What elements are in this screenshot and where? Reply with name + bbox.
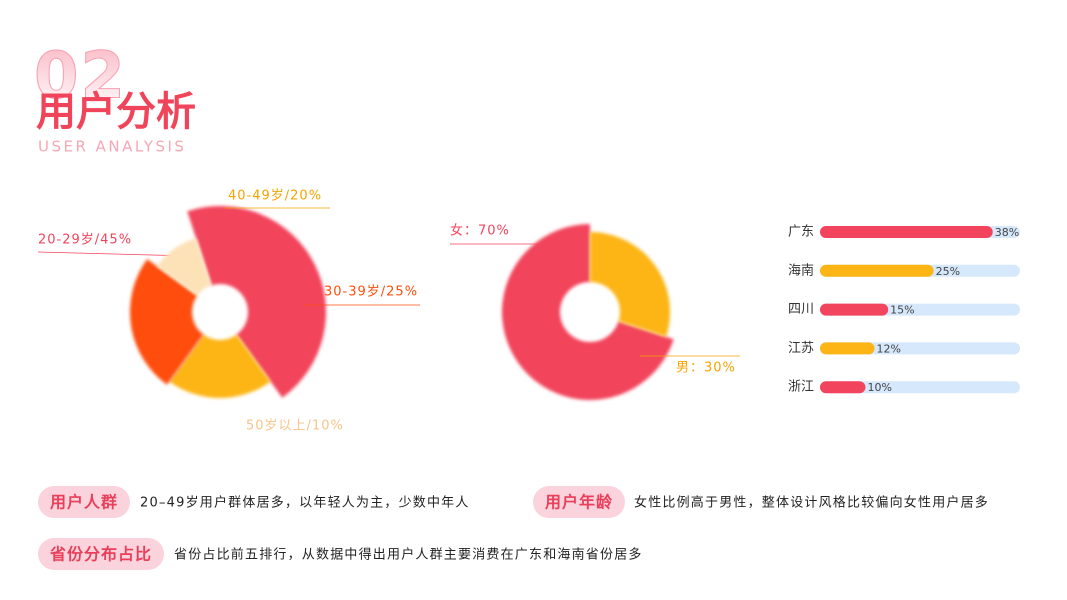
slice-label: 40-49岁/20%: [228, 189, 322, 204]
value-label: 38%: [995, 226, 1019, 239]
slice-label: 20-29岁/45%: [38, 233, 132, 248]
bar-track: [820, 381, 1020, 394]
bar: [820, 342, 875, 355]
category-label: 浙江: [788, 380, 814, 395]
pie-slice: [130, 259, 204, 385]
pie-slice: [187, 206, 326, 398]
note-tag: 用户年龄: [545, 493, 613, 512]
category-label: 四川: [788, 302, 814, 317]
note-text: 女性比例高于男性，整体设计风格比较偏向女性用户居多: [634, 495, 989, 511]
note-text: 省份占比前五排行，从数据中得出用户人群主要消费在广东和海南省份居多: [174, 547, 643, 563]
value-label: 10%: [867, 381, 891, 394]
leader-line: [37, 251, 191, 257]
note-tag: 用户人群: [50, 493, 118, 512]
category-label: 江苏: [788, 340, 814, 356]
category-label: 海南: [788, 262, 814, 278]
value-label: 12%: [877, 342, 901, 355]
bar: [820, 381, 866, 394]
charts: 20-29岁/45% 40-49岁/20% 30-39岁/25% 50岁以上/10% 女…: [37, 189, 1020, 434]
value-label: 25%: [936, 265, 960, 278]
value-label: 15%: [890, 304, 914, 317]
slice-label: 50岁以上/10%: [246, 419, 344, 434]
tag-pill: [38, 486, 130, 518]
bar: [820, 226, 993, 238]
page-subtitle: USER ANALYSIS: [38, 138, 186, 156]
page-title: 用户分析: [36, 89, 196, 135]
slice-label: 30-39岁/25%: [324, 285, 418, 300]
note-tag: 省份分布占比: [49, 545, 152, 564]
note-text: 20–49岁用户群体居多，以年轻人为主，少数中年人: [140, 495, 470, 511]
pie-slice: [590, 232, 670, 337]
bar: [820, 264, 934, 277]
pie-slice: [169, 334, 271, 398]
notes: 用户人群 20–49岁用户群体居多，以年轻人为主，少数中年人 用户年龄 女性比例高于男…: [38, 486, 989, 570]
pie-slice: [502, 224, 674, 400]
tag-pill: [533, 486, 625, 518]
pie-slice: [156, 237, 212, 296]
slice-label: 女：70%: [450, 223, 510, 239]
category-label: 广东: [788, 225, 814, 240]
tag-pill: [38, 538, 164, 570]
bar: [820, 303, 889, 316]
slice-label: 男：30%: [676, 361, 736, 376]
section-number: 02: [34, 40, 127, 114]
